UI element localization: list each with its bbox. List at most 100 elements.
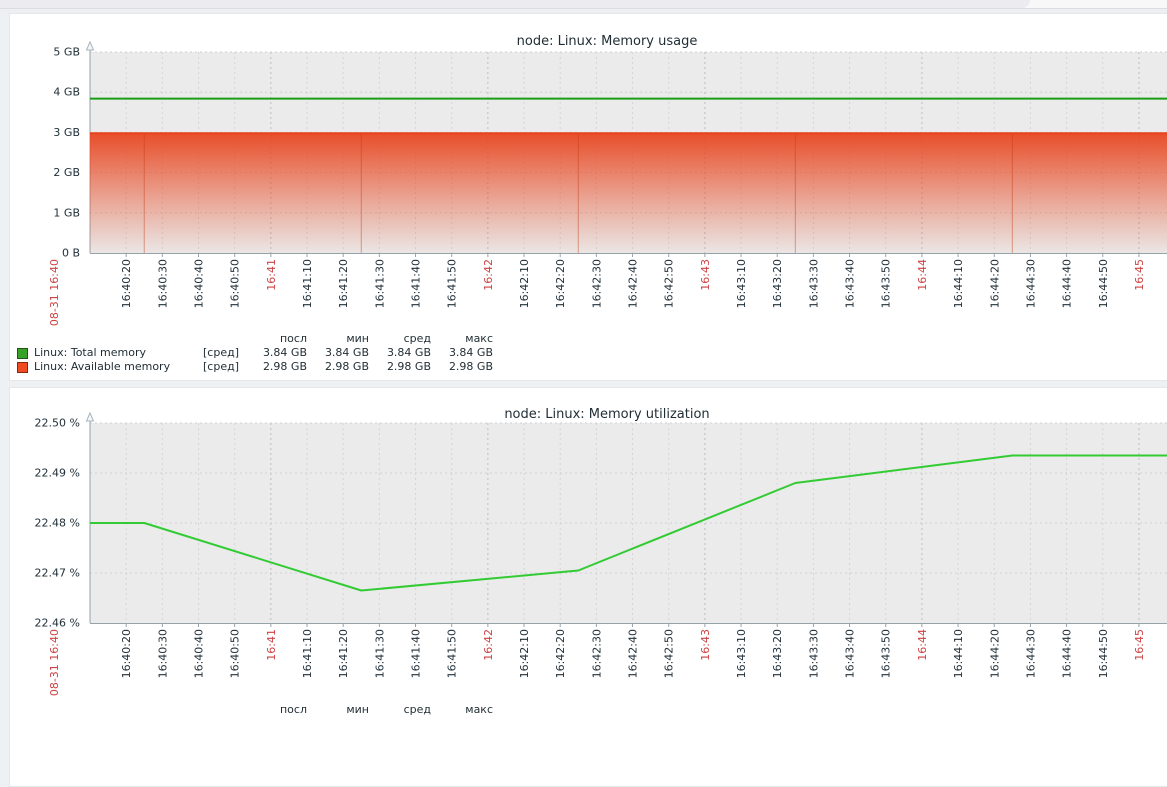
x-axis-label: 16:44:20 bbox=[988, 629, 1001, 678]
legend-header-макс: макс bbox=[465, 332, 493, 345]
x-axis-label: 16:44:20 bbox=[988, 259, 1001, 308]
x-axis-label: 16:42:20 bbox=[554, 629, 567, 678]
legend-header-мин: мин bbox=[346, 703, 369, 716]
x-axis-label: 16:44:40 bbox=[1061, 629, 1074, 678]
x-axis-label: 16:43:10 bbox=[735, 259, 748, 308]
legend-header-мин: мин bbox=[346, 332, 369, 345]
legend-value: 3.84 GB bbox=[386, 346, 431, 359]
memory-usage-legend: посл мин сред макс Linux: Total memory [сред]… bbox=[17, 332, 493, 374]
legend-function: [сред] bbox=[203, 346, 239, 359]
memory-usage-widget: node: Linux: Memory usage 5 GB 4 GB 3 GB 2 … bbox=[9, 13, 1167, 381]
legend-value: 3.84 GB bbox=[262, 346, 307, 359]
legend-header-посл: посл bbox=[279, 703, 307, 716]
legend-header-сред: сред bbox=[403, 332, 431, 345]
legend-value: 3.84 GB bbox=[448, 346, 493, 359]
y-axis-label: 5 GB bbox=[53, 46, 80, 59]
legend-header-макс: макс bbox=[465, 703, 493, 716]
x-axis-label: 16:44:10 bbox=[952, 259, 965, 308]
x-axis-label: 16:42:20 bbox=[554, 259, 567, 308]
y-axis-label: 22.48 % bbox=[35, 517, 80, 530]
x-axis-label: 16:41:30 bbox=[373, 629, 386, 678]
browser-tab-strip bbox=[0, 0, 1167, 8]
x-axis-label: 16:44:30 bbox=[1024, 629, 1037, 678]
x-axis-label: 16:41:20 bbox=[337, 259, 350, 308]
x-axis-label: 16:41:10 bbox=[301, 629, 314, 678]
x-axis-label: 16:41:50 bbox=[446, 259, 459, 308]
legend-item-name: Linux: Total memory bbox=[34, 346, 146, 359]
y-axis-arrow-icon bbox=[85, 411, 95, 422]
graph-title: node: Linux: Memory usage bbox=[516, 34, 698, 49]
x-axis-label-minute: 16:44 bbox=[916, 629, 929, 661]
page-top-band bbox=[0, 9, 1167, 13]
x-axis-label: 16:42:30 bbox=[590, 629, 603, 678]
x-axis-label: 16:43:50 bbox=[880, 629, 893, 678]
graph-title: node: Linux: Memory utilization bbox=[504, 407, 710, 422]
legend-value: 3.84 GB bbox=[324, 346, 369, 359]
y-axis-label: 22.49 % bbox=[35, 467, 80, 480]
x-axis-label: 16:40:40 bbox=[193, 259, 206, 308]
y-axis-label: 22.46 % bbox=[35, 617, 80, 630]
x-axis-label: 16:43:10 bbox=[735, 629, 748, 678]
y-axis-label: 1 GB bbox=[53, 206, 80, 219]
x-axis-label-minute: 16:44 bbox=[916, 259, 929, 291]
x-axis-label: 16:43:20 bbox=[771, 629, 784, 678]
x-axis-label: 16:40:50 bbox=[229, 259, 242, 308]
x-axis-label: 16:43:40 bbox=[844, 259, 857, 308]
x-axis-label: 16:42:40 bbox=[627, 629, 640, 678]
x-axis-label: 16:42:50 bbox=[663, 259, 676, 308]
x-axis-label: 16:42:10 bbox=[518, 259, 531, 308]
legend-value: 2.98 GB bbox=[448, 360, 493, 373]
x-axis-label: 16:44:50 bbox=[1097, 629, 1110, 678]
x-axis-label: 16:41:40 bbox=[410, 629, 423, 678]
x-axis-label: 16:44:40 bbox=[1061, 259, 1074, 308]
x-axis-label: 16:43:20 bbox=[771, 259, 784, 308]
legend-value: 2.98 GB bbox=[324, 360, 369, 373]
memory-utilization-legend: посл мин сред макс bbox=[17, 703, 493, 717]
memory-utilization-line bbox=[90, 454, 1167, 592]
x-axis-label: 16:41:20 bbox=[337, 629, 350, 678]
x-axis-label: 16:41:40 bbox=[410, 259, 423, 308]
y-axis-arrow-icon bbox=[85, 40, 95, 51]
x-axis-label: 16:44:50 bbox=[1097, 259, 1110, 308]
x-axis-label: 16:43:50 bbox=[880, 259, 893, 308]
x-axis-label: 16:40:30 bbox=[156, 259, 169, 308]
legend-item-name: Linux: Available memory bbox=[34, 360, 171, 373]
legend-color-swatch bbox=[17, 347, 28, 359]
legend-value: 2.98 GB bbox=[386, 360, 431, 373]
browser-tab[interactable] bbox=[0, 0, 1030, 8]
memory-usage-graph[interactable]: 5 GB 4 GB 3 GB 2 GB 1 GB 0 B08-31 16:40 16:40:… bbox=[10, 14, 1167, 334]
x-axis-label-minute: 16:43 bbox=[699, 629, 712, 661]
legend-header-row: посл мин сред макс bbox=[17, 332, 493, 346]
x-axis-label: 16:44:10 bbox=[952, 629, 965, 678]
x-axis-label-minute: 16:45 bbox=[1133, 629, 1146, 661]
x-axis-label: 16:42:30 bbox=[590, 259, 603, 308]
memory-utilization-widget: node: Linux: Memory utilization 22.50 % 2… bbox=[9, 387, 1167, 787]
legend-header-сред: сред bbox=[403, 703, 431, 716]
x-axis-label-minute: 16:41 bbox=[265, 259, 278, 291]
y-axis-label: 0 B bbox=[62, 247, 80, 260]
legend-header-row: посл мин сред макс bbox=[17, 703, 493, 717]
x-axis-label: 16:43:30 bbox=[807, 259, 820, 308]
memory-utilization-graph[interactable]: 22.50 % 22.49 % 22.48 % 22.47 % 22.46 %08-31… bbox=[10, 388, 1167, 703]
x-axis-label: 16:42:40 bbox=[627, 259, 640, 308]
x-axis-label: 16:44:30 bbox=[1024, 259, 1037, 308]
y-axis-label: 22.47 % bbox=[35, 567, 80, 580]
legend-row: Linux: Available memory [сред] 2.98 GB 2.98… bbox=[17, 360, 493, 374]
x-axis-label-minute: 16:42 bbox=[482, 629, 495, 661]
legend-color-swatch bbox=[17, 361, 28, 373]
x-axis-label: 16:43:40 bbox=[844, 629, 857, 678]
x-axis-label: 16:40:40 bbox=[193, 629, 206, 678]
x-axis-label: 16:43:30 bbox=[807, 629, 820, 678]
legend-function: [сред] bbox=[203, 360, 239, 373]
y-axis-label: 2 GB bbox=[53, 166, 80, 179]
x-axis-label: 16:40:50 bbox=[229, 629, 242, 678]
x-axis-label: 16:40:20 bbox=[120, 259, 133, 308]
y-axis-label: 22.50 % bbox=[35, 417, 80, 430]
x-axis-label-minute: 16:42 bbox=[482, 259, 495, 291]
x-axis-label: 16:42:50 bbox=[663, 629, 676, 678]
x-axis-label-minute: 08-31 16:40 bbox=[48, 629, 61, 696]
plot-background bbox=[90, 423, 1167, 623]
tab-strip-divider bbox=[0, 8, 1167, 9]
available-memory-area bbox=[90, 133, 1167, 253]
x-axis-label-minute: 16:41 bbox=[265, 629, 278, 661]
